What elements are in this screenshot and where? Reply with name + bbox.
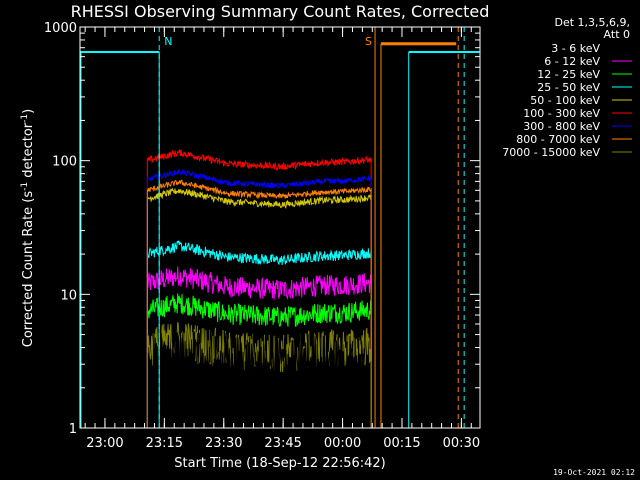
x-tick-label-4: 00:00: [324, 436, 361, 451]
legend-label-4: 50 - 100 keV: [530, 94, 600, 107]
x-tick-label-0: 23:00: [86, 436, 123, 451]
legend-header-0: Det 1,3,5,6,9,: [554, 16, 630, 29]
legend-label-2: 12 - 25 keV: [537, 68, 600, 81]
series-line-0: [152, 330, 366, 398]
x-tick-label-5: 00:15: [383, 436, 420, 451]
x-tick-label-1: 23:15: [146, 436, 183, 451]
marker-label-0: N: [164, 35, 172, 48]
legend-label-5: 100 - 300 keV: [523, 107, 600, 120]
x-tick-label-6: 00:30: [443, 436, 480, 451]
series-line-6: [146, 168, 372, 428]
chart-title: RHESSI Observing Summary Count Rates, Co…: [71, 2, 490, 21]
legend-label-6: 300 - 800 keV: [523, 120, 600, 133]
x-axis-label: Start Time (18-Sep-12 22:56:42): [174, 456, 385, 471]
legend-label-0: 3 - 6 keV: [551, 42, 600, 55]
legend-label-7: 800 - 7000 keV: [516, 133, 600, 146]
series-line-5: [146, 149, 372, 428]
series-line-3: [146, 240, 372, 428]
series-line-2: [146, 293, 372, 428]
series-line-4: [146, 187, 372, 428]
legend-label-3: 25 - 50 keV: [537, 81, 600, 94]
footer-date: 19-Oct-2021 02:12: [553, 468, 635, 477]
x-tick-label-3: 23:45: [264, 436, 301, 451]
series-line-7: [146, 179, 372, 428]
legend-label-8: 7000 - 15000 keV: [502, 146, 600, 159]
legend-header-1: Att 0: [604, 28, 630, 41]
x-tick-label-2: 23:30: [205, 436, 242, 451]
y-tick-label-3: 1000: [44, 21, 77, 36]
y-axis-label: Corrected Count Rate (s-1 detector-1): [20, 109, 36, 347]
legend-label-1: 6 - 12 keV: [544, 55, 600, 68]
series-line-1: [146, 266, 372, 428]
y-tick-label-2: 100: [52, 155, 77, 170]
plot-frame: [79, 26, 481, 429]
axes: 1 10 100 1000 23:00 23:15 23:30 23:45 00:00 00:15…: [44, 21, 481, 451]
y-tick-label-1: 10: [60, 288, 77, 303]
marker-label-2: S: [365, 35, 372, 48]
y-tick-label-0: 1: [69, 422, 77, 437]
